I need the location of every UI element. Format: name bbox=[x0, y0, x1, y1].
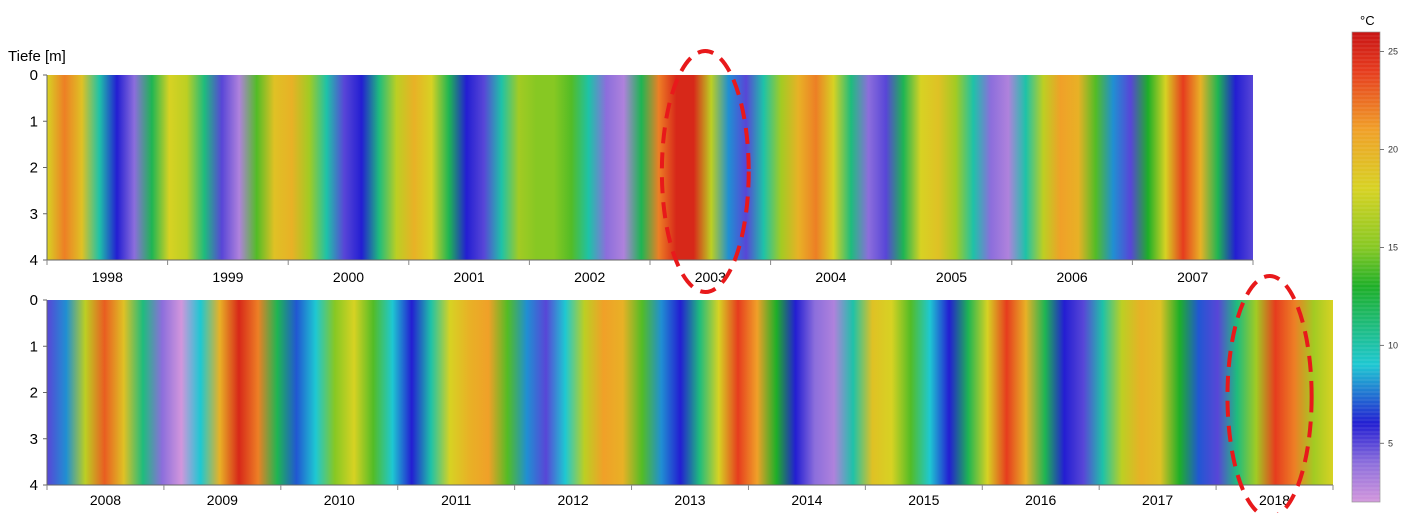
x-tick-label-2014: 2014 bbox=[791, 492, 822, 508]
x-tick-label-2001: 2001 bbox=[454, 269, 485, 285]
x-tick-label-2011: 2011 bbox=[441, 492, 471, 508]
colorbar-gradient bbox=[1351, 31, 1381, 503]
x-tick-label-2000: 2000 bbox=[333, 269, 364, 285]
x-tick-label-2008: 2008 bbox=[90, 492, 121, 508]
x-tick-label-2012: 2012 bbox=[558, 492, 589, 508]
heatmap-2 bbox=[47, 300, 1333, 485]
x-tick-label-1998: 1998 bbox=[92, 269, 123, 285]
panel-1: 0 1 2 3 4 1998 1999 2000 2001 2002 2003 2004 2005 200… bbox=[30, 67, 1254, 285]
x-tick-label-2003: 2003 bbox=[695, 269, 726, 285]
x-tick-label-2010: 2010 bbox=[324, 492, 355, 508]
highlight-ellipse-2003 bbox=[659, 49, 751, 294]
x-tick-label-2016: 2016 bbox=[1025, 492, 1056, 508]
colorbar-tick-label: 5 bbox=[1388, 438, 1393, 448]
colorbar-tick-label: 15 bbox=[1388, 242, 1398, 252]
highlight-ellipse-2018 bbox=[1225, 274, 1314, 513]
y-tick-label: 0 bbox=[30, 67, 38, 84]
x-tick-label-2004: 2004 bbox=[815, 269, 846, 285]
x-tick-label-2013: 2013 bbox=[674, 492, 705, 508]
x-tick-label-2007: 2007 bbox=[1177, 269, 1208, 285]
x-tick-label-2018: 2018 bbox=[1259, 492, 1290, 508]
y-tick-label: 0 bbox=[30, 292, 38, 309]
y-tick-label: 4 bbox=[30, 252, 38, 269]
y-tick-label: 3 bbox=[30, 431, 38, 448]
colorbar-tick-label: 25 bbox=[1388, 47, 1398, 57]
colorbar-unit: °C bbox=[1360, 13, 1375, 28]
x-tick-label-2015: 2015 bbox=[908, 492, 939, 508]
x-tick-label-2002: 2002 bbox=[574, 269, 605, 285]
x-tick-label-2017: 2017 bbox=[1142, 492, 1173, 508]
x-tick-label-2009: 2009 bbox=[207, 492, 238, 508]
y-tick-label: 2 bbox=[30, 385, 38, 402]
x-tick-label-2005: 2005 bbox=[936, 269, 967, 285]
y-tick-label: 2 bbox=[30, 160, 38, 177]
heatmap-1 bbox=[47, 75, 1253, 260]
y-tick-label: 4 bbox=[30, 477, 38, 494]
x-tick-label-1999: 1999 bbox=[212, 269, 243, 285]
y-tick-label: 3 bbox=[30, 206, 38, 223]
y-tick-label: 1 bbox=[30, 113, 38, 130]
colorbar-tick-label: 10 bbox=[1388, 340, 1398, 350]
colorbar: °C 25 20 15 10 5 bbox=[1351, 13, 1398, 503]
panel-2: 0 1 2 3 4 2008 2009 2010 2011 2012 2013 2014 2015 201… bbox=[30, 292, 1334, 508]
y-axis-title: Tiefe [m] bbox=[8, 48, 66, 65]
colorbar-tick-label: 20 bbox=[1388, 145, 1398, 155]
x-tick-label-2006: 2006 bbox=[1057, 269, 1088, 285]
y-tick-label: 1 bbox=[30, 338, 38, 355]
